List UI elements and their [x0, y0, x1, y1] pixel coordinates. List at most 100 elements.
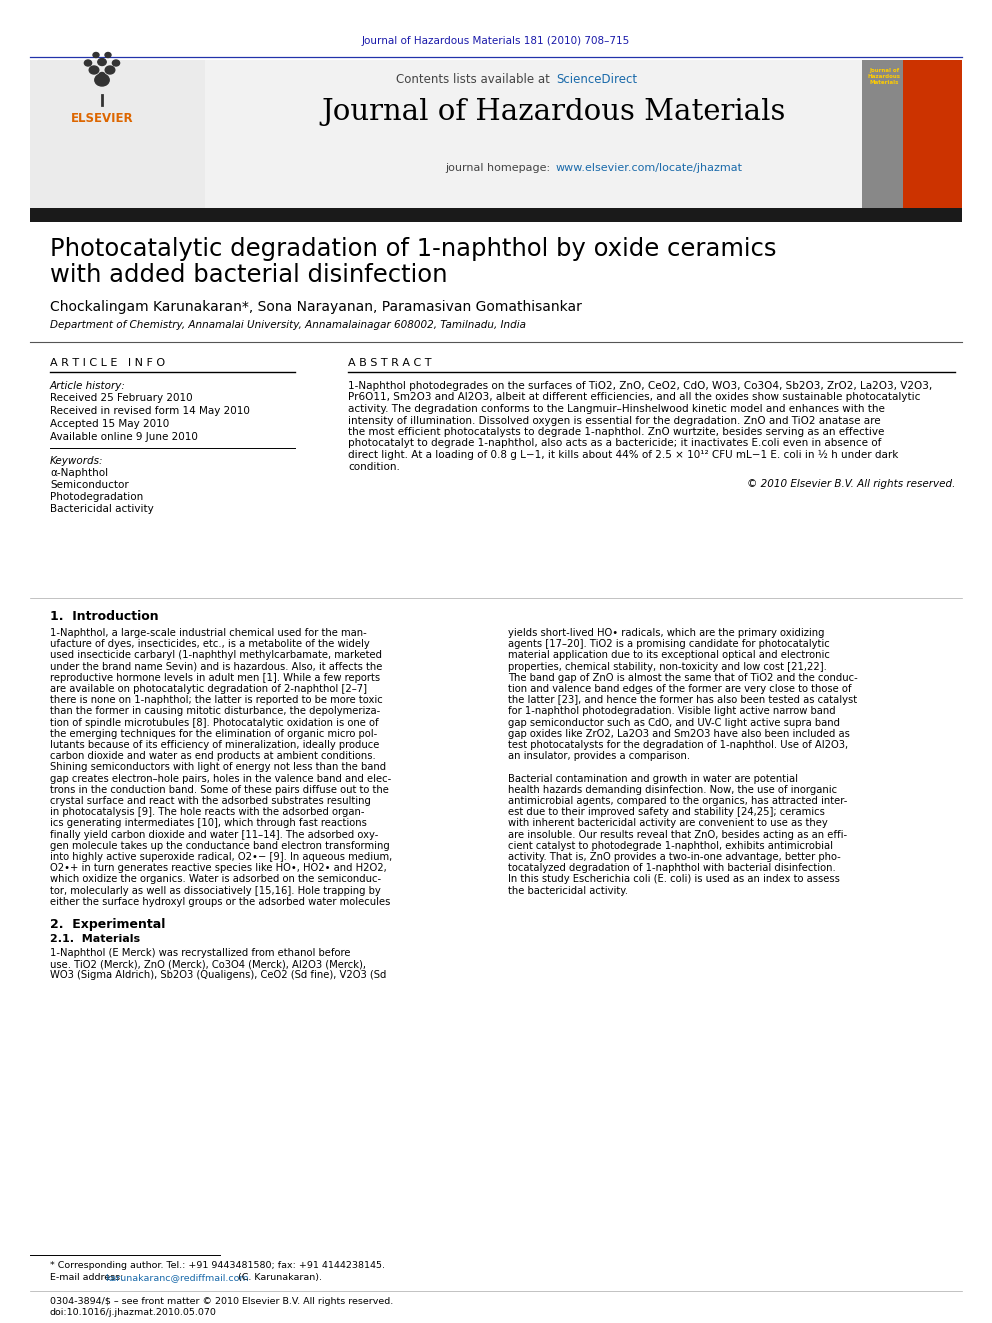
Text: an insulator, provides a comparison.: an insulator, provides a comparison.	[508, 751, 690, 761]
Text: under the brand name Sevin) and is hazardous. Also, it affects the: under the brand name Sevin) and is hazar…	[50, 662, 382, 672]
Ellipse shape	[105, 66, 115, 74]
Text: Bactericidal activity: Bactericidal activity	[50, 504, 154, 515]
Text: carbon dioxide and water as end products at ambient conditions.: carbon dioxide and water as end products…	[50, 751, 376, 761]
Text: test photocatalysts for the degradation of 1-naphthol. Use of Al2O3,: test photocatalysts for the degradation …	[508, 740, 848, 750]
Text: intensity of illumination. Dissolved oxygen is essential for the degradation. Zn: intensity of illumination. Dissolved oxy…	[348, 415, 881, 426]
Text: A B S T R A C T: A B S T R A C T	[348, 359, 432, 368]
Text: Photocatalytic degradation of 1-naphthol by oxide ceramics: Photocatalytic degradation of 1-naphthol…	[50, 237, 777, 261]
Text: In this study Escherichia coli (E. coli) is used as an index to assess: In this study Escherichia coli (E. coli)…	[508, 875, 840, 884]
Text: 1-Naphthol (E Merck) was recrystallized from ethanol before: 1-Naphthol (E Merck) was recrystallized …	[50, 949, 350, 958]
Text: gap creates electron–hole pairs, holes in the valence band and elec-: gap creates electron–hole pairs, holes i…	[50, 774, 391, 783]
Text: The band gap of ZnO is almost the same that of TiO2 and the conduc-: The band gap of ZnO is almost the same t…	[508, 673, 858, 683]
Text: Accepted 15 May 2010: Accepted 15 May 2010	[50, 419, 170, 429]
Text: 2.  Experimental: 2. Experimental	[50, 918, 166, 931]
Text: than the former in causing mitotic disturbance, the depolymeriza-: than the former in causing mitotic distu…	[50, 706, 380, 716]
Text: Chockalingam Karunakaran*, Sona Narayanan, Paramasivan Gomathisankar: Chockalingam Karunakaran*, Sona Narayana…	[50, 300, 582, 314]
Text: 2.1.  Materials: 2.1. Materials	[50, 934, 140, 945]
Text: the latter [23], and hence the former has also been tested as catalyst: the latter [23], and hence the former ha…	[508, 695, 857, 705]
Text: cient catalyst to photodegrade 1-naphthol, exhibits antimicrobial: cient catalyst to photodegrade 1-naphtho…	[508, 841, 833, 851]
Text: 1-Naphthol, a large-scale industrial chemical used for the man-: 1-Naphthol, a large-scale industrial che…	[50, 628, 367, 638]
Text: yields short-lived HO• radicals, which are the primary oxidizing: yields short-lived HO• radicals, which a…	[508, 628, 824, 638]
Text: for 1-naphthol photodegradation. Visible light active narrow band: for 1-naphthol photodegradation. Visible…	[508, 706, 835, 716]
Text: activity. The degradation conforms to the Langmuir–Hinshelwood kinetic model and: activity. The degradation conforms to th…	[348, 404, 885, 414]
Text: Received in revised form 14 May 2010: Received in revised form 14 May 2010	[50, 406, 250, 415]
Text: condition.: condition.	[348, 462, 400, 471]
Text: (C. Karunakaran).: (C. Karunakaran).	[235, 1273, 322, 1282]
Text: tocatalyzed degradation of 1-naphthol with bacterial disinfection.: tocatalyzed degradation of 1-naphthol wi…	[508, 863, 835, 873]
Text: there is none on 1-naphthol; the latter is reported to be more toxic: there is none on 1-naphthol; the latter …	[50, 695, 383, 705]
Text: 1.  Introduction: 1. Introduction	[50, 610, 159, 623]
Text: health hazards demanding disinfection. Now, the use of inorganic: health hazards demanding disinfection. N…	[508, 785, 837, 795]
Text: Keywords:: Keywords:	[50, 456, 103, 466]
Text: activity. That is, ZnO provides a two-in-one advantage, better pho-: activity. That is, ZnO provides a two-in…	[508, 852, 841, 863]
Text: * Corresponding author. Tel.: +91 9443481580; fax: +91 4144238145.: * Corresponding author. Tel.: +91 944348…	[50, 1261, 385, 1270]
Ellipse shape	[89, 66, 99, 74]
Text: the emerging techniques for the elimination of organic micro pol-: the emerging techniques for the eliminat…	[50, 729, 377, 738]
Bar	[903, 60, 962, 208]
Text: material application due to its exceptional optical and electronic: material application due to its exceptio…	[508, 651, 830, 660]
Bar	[862, 60, 903, 208]
Text: ScienceDirect: ScienceDirect	[556, 73, 637, 86]
Text: which oxidize the organics. Water is adsorbed on the semiconduc-: which oxidize the organics. Water is ads…	[50, 875, 381, 884]
Text: agents [17–20]. TiO2 is a promising candidate for photocatalytic: agents [17–20]. TiO2 is a promising cand…	[508, 639, 829, 650]
Text: Shining semiconductors with light of energy not less than the band: Shining semiconductors with light of ene…	[50, 762, 386, 773]
Text: karunakaranc@rediffmail.com: karunakaranc@rediffmail.com	[105, 1273, 249, 1282]
Text: are insoluble. Our results reveal that ZnO, besides acting as an effi-: are insoluble. Our results reveal that Z…	[508, 830, 847, 840]
Ellipse shape	[112, 60, 120, 66]
Text: O2•+ in turn generates reactive species like HO•, HO2• and H2O2,: O2•+ in turn generates reactive species …	[50, 863, 387, 873]
Text: with added bacterial disinfection: with added bacterial disinfection	[50, 263, 447, 287]
Text: used insecticide carbaryl (1-naphthyl methylcarbamate, marketed: used insecticide carbaryl (1-naphthyl me…	[50, 651, 382, 660]
Text: the bactericidal activity.: the bactericidal activity.	[508, 885, 628, 896]
Text: with inherent bactericidal activity are convenient to use as they: with inherent bactericidal activity are …	[508, 819, 827, 828]
Text: in photocatalysis [9]. The hole reacts with the adsorbed organ-: in photocatalysis [9]. The hole reacts w…	[50, 807, 364, 818]
Bar	[30, 60, 962, 208]
Text: Department of Chemistry, Annamalai University, Annamalainagar 608002, Tamilnadu,: Department of Chemistry, Annamalai Unive…	[50, 320, 526, 329]
Text: © 2010 Elsevier B.V. All rights reserved.: © 2010 Elsevier B.V. All rights reserved…	[747, 479, 955, 490]
Text: trons in the conduction band. Some of these pairs diffuse out to the: trons in the conduction band. Some of th…	[50, 785, 389, 795]
Text: Journal of Hazardous Materials 181 (2010) 708–715: Journal of Hazardous Materials 181 (2010…	[362, 36, 630, 46]
Text: Bacterial contamination and growth in water are potential: Bacterial contamination and growth in wa…	[508, 774, 798, 783]
Text: www.elsevier.com/locate/jhazmat: www.elsevier.com/locate/jhazmat	[556, 163, 743, 173]
Text: α-Naphthol: α-Naphthol	[50, 468, 108, 478]
Text: Received 25 February 2010: Received 25 February 2010	[50, 393, 192, 404]
Text: gap oxides like ZrO2, La2O3 and Sm2O3 have also been included as: gap oxides like ZrO2, La2O3 and Sm2O3 ha…	[508, 729, 850, 738]
Text: Article history:: Article history:	[50, 381, 126, 392]
Text: reproductive hormone levels in adult men [1]. While a few reports: reproductive hormone levels in adult men…	[50, 673, 380, 683]
Text: A R T I C L E   I N F O: A R T I C L E I N F O	[50, 359, 165, 368]
Text: tion and valence band edges of the former are very close to those of: tion and valence band edges of the forme…	[508, 684, 851, 695]
Text: WO3 (Sigma Aldrich), Sb2O3 (Qualigens), CeO2 (Sd fine), V2O3 (Sd: WO3 (Sigma Aldrich), Sb2O3 (Qualigens), …	[50, 970, 386, 980]
Ellipse shape	[99, 73, 105, 78]
Text: finally yield carbon dioxide and water [11–14]. The adsorbed oxy-: finally yield carbon dioxide and water […	[50, 830, 378, 840]
Ellipse shape	[93, 53, 99, 57]
Text: gap semiconductor such as CdO, and UV-C light active supra band: gap semiconductor such as CdO, and UV-C …	[508, 717, 840, 728]
Text: Photodegradation: Photodegradation	[50, 492, 143, 501]
Text: the most efficient photocatalysts to degrade 1-naphthol. ZnO wurtzite, besides s: the most efficient photocatalysts to deg…	[348, 427, 885, 437]
Text: photocatalyt to degrade 1-naphthol, also acts as a bactericide; it inactivates E: photocatalyt to degrade 1-naphthol, also…	[348, 438, 881, 448]
Bar	[30, 208, 962, 222]
Text: direct light. At a loading of 0.8 g L−1, it kills about 44% of 2.5 × 10¹² CFU mL: direct light. At a loading of 0.8 g L−1,…	[348, 450, 899, 460]
Bar	[205, 60, 903, 208]
Ellipse shape	[84, 60, 91, 66]
Text: E-mail address:: E-mail address:	[50, 1273, 126, 1282]
Text: into highly active superoxide radical, O2•− [9]. In aqueous medium,: into highly active superoxide radical, O…	[50, 852, 392, 863]
Text: are available on photocatalytic degradation of 2-naphthol [2–7]: are available on photocatalytic degradat…	[50, 684, 367, 695]
Text: gen molecule takes up the conductance band electron transforming: gen molecule takes up the conductance ba…	[50, 841, 390, 851]
Bar	[30, 60, 205, 208]
Text: Contents lists available at: Contents lists available at	[397, 73, 554, 86]
Text: Journal of Hazardous Materials: Journal of Hazardous Materials	[321, 98, 787, 126]
Text: est due to their improved safety and stability [24,25]; ceramics: est due to their improved safety and sta…	[508, 807, 825, 818]
Text: properties, chemical stability, non-toxicity and low cost [21,22].: properties, chemical stability, non-toxi…	[508, 662, 827, 672]
Text: Pr6O11, Sm2O3 and Al2O3, albeit at different efficiencies, and all the oxides sh: Pr6O11, Sm2O3 and Al2O3, albeit at diffe…	[348, 393, 921, 402]
Ellipse shape	[98, 58, 106, 66]
Text: tor, molecularly as well as dissociatively [15,16]. Hole trapping by: tor, molecularly as well as dissociative…	[50, 885, 381, 896]
Text: 0304-3894/$ – see front matter © 2010 Elsevier B.V. All rights reserved.: 0304-3894/$ – see front matter © 2010 El…	[50, 1297, 393, 1306]
Text: ufacture of dyes, insecticides, etc., is a metabolite of the widely: ufacture of dyes, insecticides, etc., is…	[50, 639, 370, 650]
Text: Semiconductor: Semiconductor	[50, 480, 129, 490]
Text: journal homepage:: journal homepage:	[445, 163, 554, 173]
Ellipse shape	[105, 53, 111, 57]
Ellipse shape	[95, 74, 109, 86]
Text: ELSEVIER: ELSEVIER	[70, 112, 133, 124]
Text: doi:10.1016/j.jhazmat.2010.05.070: doi:10.1016/j.jhazmat.2010.05.070	[50, 1308, 217, 1316]
Text: Available online 9 June 2010: Available online 9 June 2010	[50, 433, 197, 442]
Text: crystal surface and react with the adsorbed substrates resulting: crystal surface and react with the adsor…	[50, 796, 371, 806]
